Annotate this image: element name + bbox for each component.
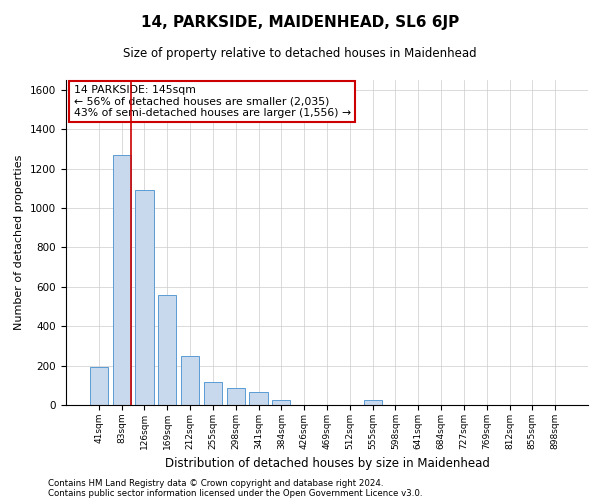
Bar [250, 392, 268, 405]
Bar [136, 190, 154, 405]
Text: Contains HM Land Registry data © Crown copyright and database right 2024.: Contains HM Land Registry data © Crown c… [48, 478, 383, 488]
Bar [364, 400, 382, 405]
Y-axis label: Number of detached properties: Number of detached properties [14, 155, 25, 330]
Text: Contains public sector information licensed under the Open Government Licence v3: Contains public sector information licen… [48, 488, 422, 498]
Bar [181, 356, 199, 405]
Bar [204, 382, 222, 405]
Bar [158, 296, 176, 405]
Text: 14, PARKSIDE, MAIDENHEAD, SL6 6JP: 14, PARKSIDE, MAIDENHEAD, SL6 6JP [141, 15, 459, 30]
Bar [113, 155, 131, 405]
Text: Size of property relative to detached houses in Maidenhead: Size of property relative to detached ho… [123, 48, 477, 60]
Bar [90, 367, 108, 405]
X-axis label: Distribution of detached houses by size in Maidenhead: Distribution of detached houses by size … [164, 458, 490, 470]
Bar [227, 388, 245, 405]
Text: 14 PARKSIDE: 145sqm
← 56% of detached houses are smaller (2,035)
43% of semi-det: 14 PARKSIDE: 145sqm ← 56% of detached ho… [74, 85, 351, 118]
Bar [272, 400, 290, 405]
